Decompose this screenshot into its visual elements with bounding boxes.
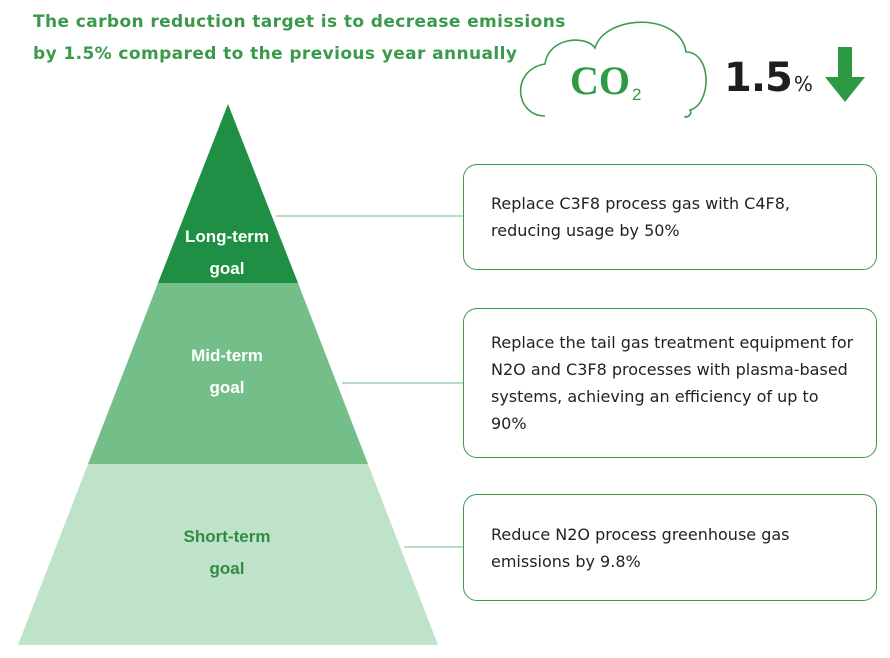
co2-main: CO — [570, 58, 630, 103]
goal-box-long-term: Replace C3F8 process gas with C4F8, redu… — [463, 164, 877, 270]
goal-box-short-term: Reduce N2O process greenhouse gas emissi… — [463, 494, 877, 601]
tier-label-mid-term-line-1: Mid-term — [191, 346, 263, 365]
reduction-percentage: 1.5% — [724, 52, 813, 112]
tier-short-term — [18, 464, 438, 645]
tier-long-term — [158, 104, 298, 283]
tier-mid-term — [88, 283, 368, 464]
goal-text-short-term: Reduce N2O process greenhouse gas emissi… — [491, 524, 790, 571]
tier-label-long-term-line-2: goal — [209, 259, 245, 278]
tier-label-long-term: Long-term goal — [147, 221, 307, 285]
co2-label: CO 2 — [570, 57, 641, 113]
tier-label-mid-term: Mid-term goal — [147, 340, 307, 404]
reduction-unit: % — [793, 72, 813, 96]
tier-label-mid-term-line-2: goal — [209, 378, 245, 397]
down-arrow-icon — [825, 47, 865, 102]
tier-label-short-term-line-1: Short-term — [183, 527, 271, 546]
reduction-value: 1.5 — [724, 55, 793, 101]
goal-text-long-term: Replace C3F8 process gas with C4F8, redu… — [491, 194, 790, 240]
headline-line-2: by 1.5% compared to the previous year an… — [33, 44, 518, 64]
goal-text-mid-term: Replace the tail gas treatment equipment… — [491, 333, 854, 433]
co2-subscript: 2 — [632, 85, 642, 104]
tier-label-short-term-line-2: goal — [209, 559, 245, 578]
tier-label-short-term: Short-term goal — [147, 521, 307, 585]
cloud-icon — [519, 21, 707, 118]
headline-line-1: The carbon reduction target is to decrea… — [33, 12, 566, 32]
tier-label-long-term-line-1: Long-term — [184, 227, 270, 246]
headline: The carbon reduction target is to decrea… — [33, 6, 593, 70]
goal-box-mid-term: Replace the tail gas treatment equipment… — [463, 308, 877, 458]
